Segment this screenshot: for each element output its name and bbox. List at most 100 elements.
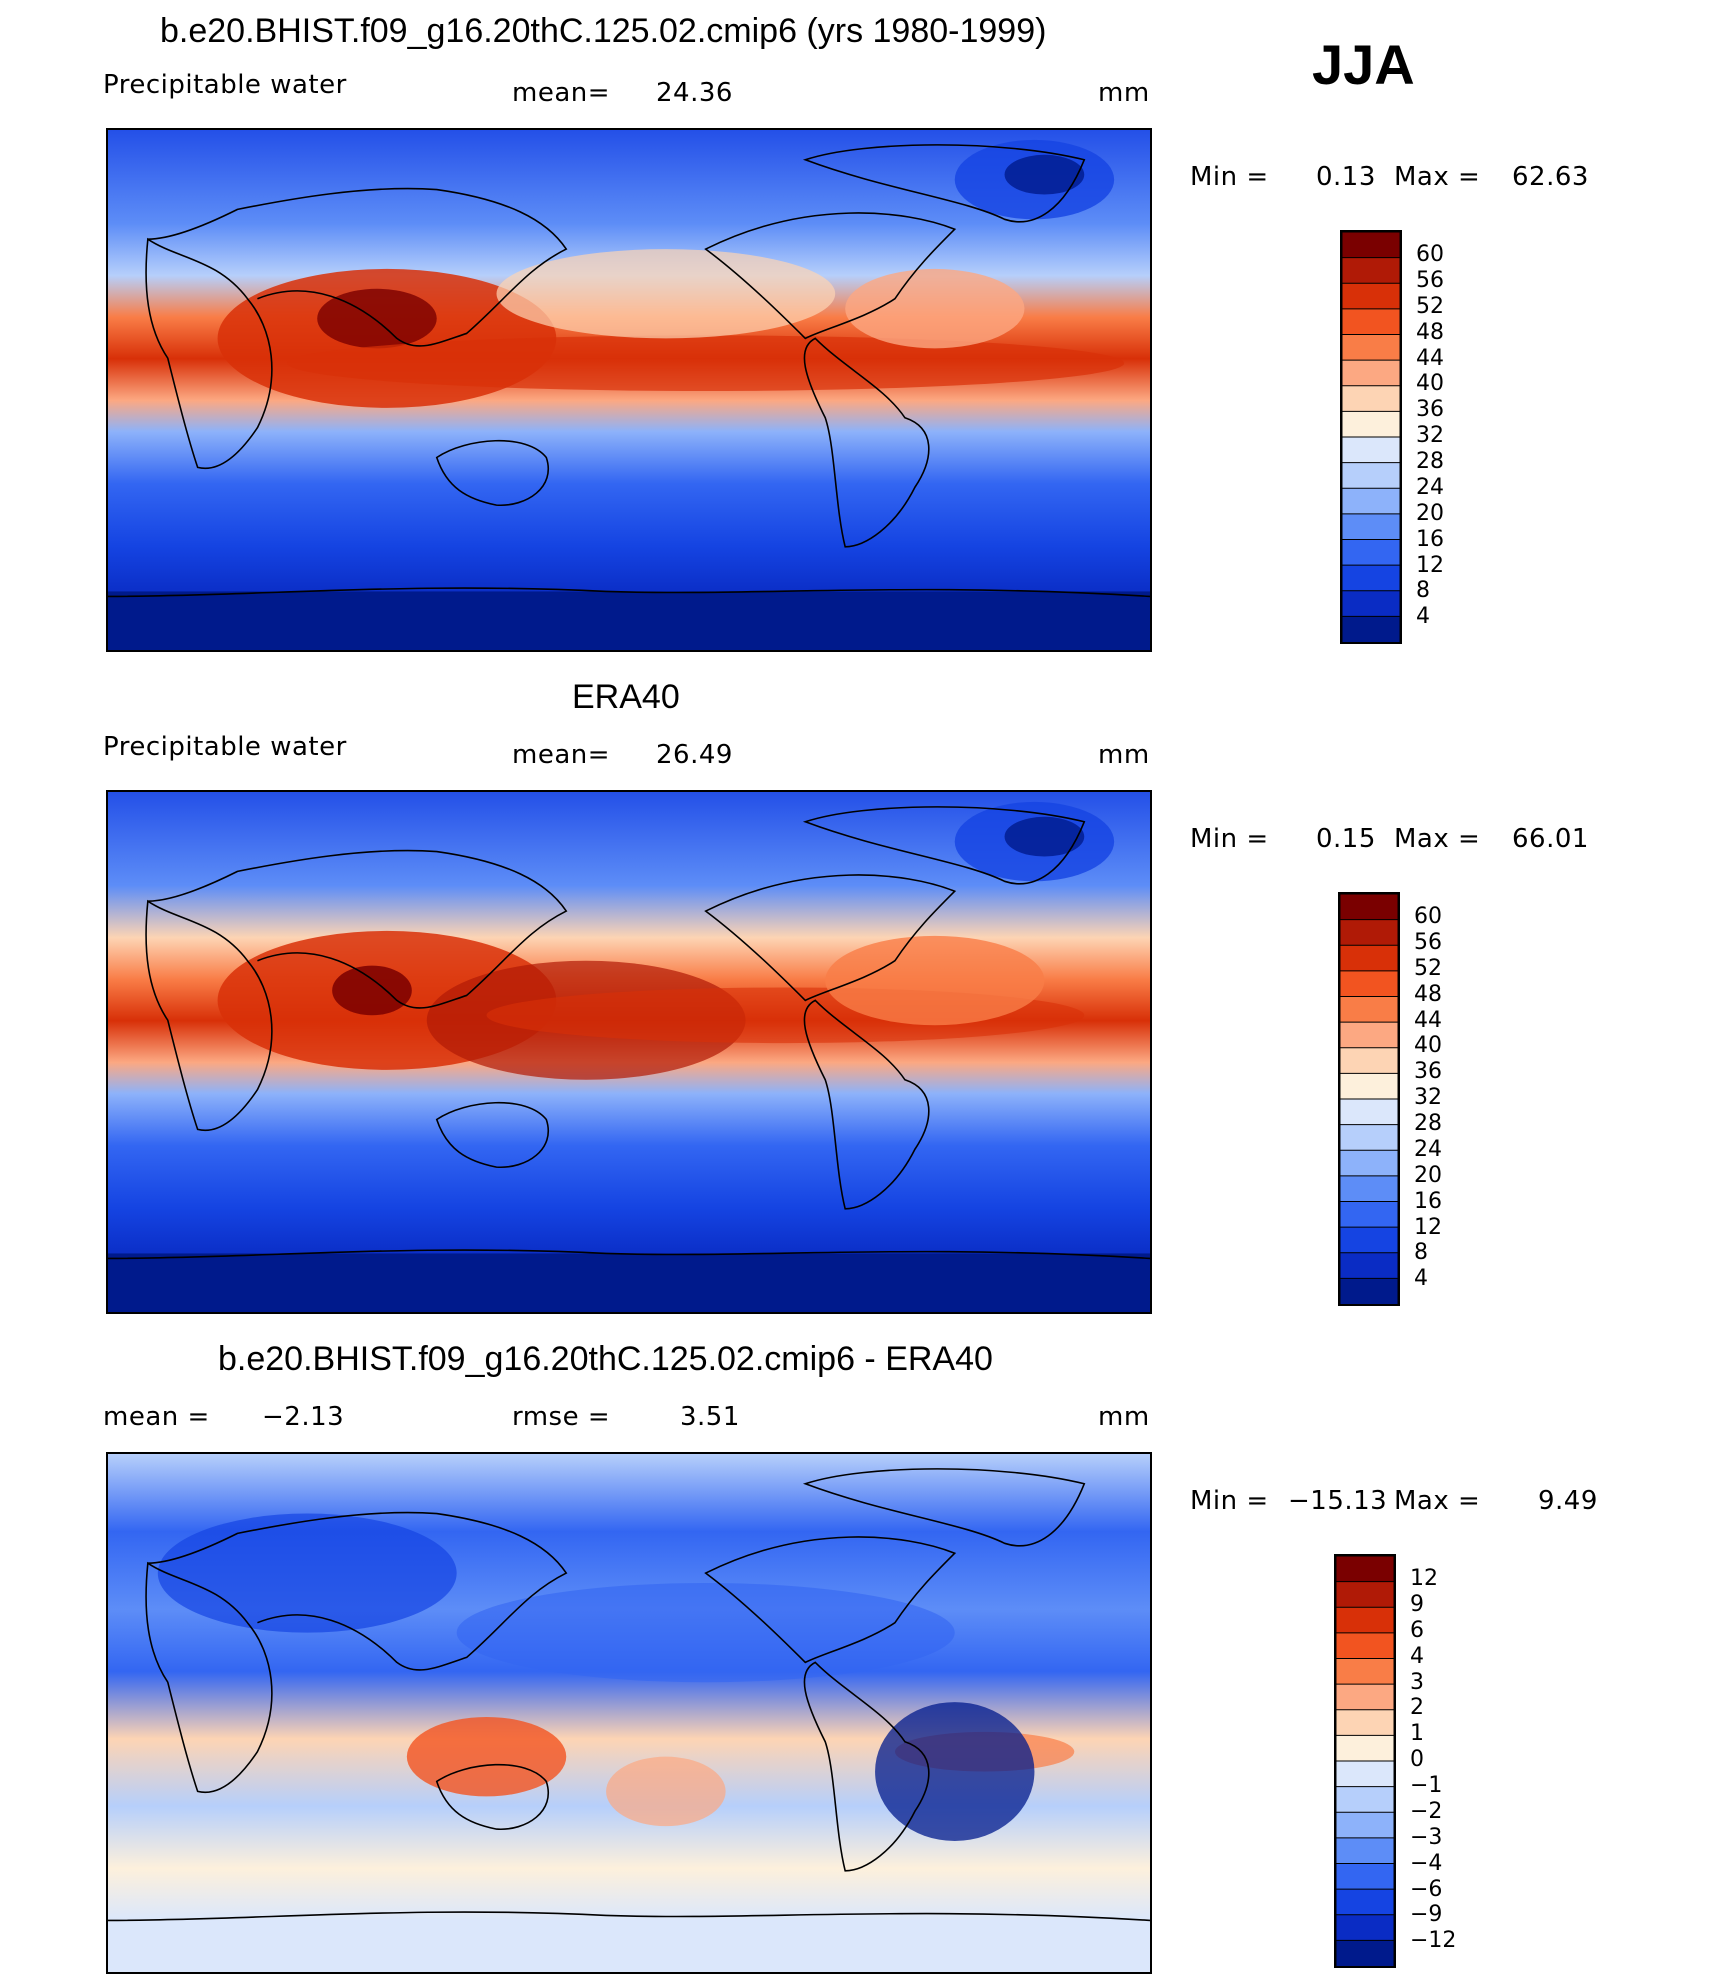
colorbar-swatch [1340,1021,1398,1049]
colorbar-tick-label: 28 [1414,1111,1442,1136]
panel3-map [106,1452,1152,1974]
colorbar-tick-label: −4 [1410,1850,1443,1876]
panel2-mean-value: 26.49 [656,740,733,770]
colorbar-tick-label: 36 [1414,1059,1442,1085]
colorbar-swatch [1340,1098,1398,1126]
colorbar-swatch [1340,1047,1398,1075]
panel1-colorbar [1340,230,1402,644]
panel1-mean-label: mean= [512,78,611,108]
colorbar-tick-label: 36 [1416,397,1444,423]
colorbar-tick-label: 32 [1416,423,1444,449]
colorbar-tick-label: 12 [1416,552,1444,578]
panel3-rmse-value: 3.51 [680,1402,740,1432]
panel1-mean-value: 24.36 [656,78,733,108]
colorbar-swatch [1340,1277,1398,1304]
panel1-min-label: Min = [1190,162,1269,192]
colorbar-tick-label: −12 [1410,1928,1457,1954]
colorbar-swatch [1340,1201,1398,1229]
colorbar-tick-label: 56 [1416,267,1444,293]
panel3-min-value: −15.13 [1288,1486,1388,1516]
colorbar-swatch [1336,1914,1394,1942]
colorbar-swatch [1340,894,1398,921]
colorbar-swatch [1342,257,1400,285]
panel1-title: b.e20.BHIST.f09_g16.20thC.125.02.cmip6 (… [160,12,1047,50]
panel3-units: mm [1098,1402,1150,1432]
colorbar-swatch [1336,1606,1394,1634]
colorbar-swatch [1342,513,1400,541]
colorbar-swatch [1342,282,1400,310]
panel3-colorbar [1334,1554,1396,1968]
colorbar-tick-label: 48 [1414,981,1442,1007]
panel1-min-value: 0.13 [1316,162,1376,192]
colorbar-swatch [1342,615,1400,642]
colorbar-tick-label: 60 [1416,242,1444,267]
colorbar-tick-label: 20 [1416,500,1444,526]
colorbar-swatch [1336,1939,1394,1966]
colorbar-swatch [1342,232,1400,259]
colorbar-tick-label: 56 [1414,929,1442,955]
colorbar-tick-label: 12 [1410,1566,1438,1591]
colorbar-swatch [1340,996,1398,1024]
colorbar-tick-label: −6 [1410,1876,1443,1902]
colorbar-tick-label: 4 [1416,604,1430,630]
colorbar-swatch [1336,1811,1394,1839]
colorbar-swatch [1340,970,1398,998]
colorbar-swatch [1342,308,1400,336]
colorbar-tick-label: 6 [1410,1617,1424,1643]
colorbar-swatch [1342,410,1400,438]
colorbar-swatch [1336,1683,1394,1711]
colorbar-tick-label: 48 [1416,319,1444,345]
colorbar-swatch [1340,1226,1398,1254]
panel2-units: mm [1098,740,1150,770]
panel3-mean-value: −2.13 [262,1402,345,1432]
colorbar-swatch [1342,385,1400,413]
colorbar-swatch [1336,1658,1394,1686]
colorbar-tick-label: 40 [1414,1033,1442,1059]
panel3-max-label: Max = [1394,1486,1481,1516]
panel2-mean-label: mean= [512,740,611,770]
colorbar-tick-label: 1 [1410,1721,1424,1747]
panel3-mean-label: mean = [103,1402,210,1432]
panel2-min-value: 0.15 [1316,824,1376,854]
colorbar-tick-label: 8 [1416,578,1430,604]
panel2-max-label: Max = [1394,824,1481,854]
panel1-units: mm [1098,78,1150,108]
panel2-max-value: 66.01 [1512,824,1589,854]
panel2-variable: Precipitable water [103,732,347,762]
colorbar-tick-label: 52 [1416,293,1444,319]
colorbar-swatch [1336,1837,1394,1865]
colorbar-swatch [1336,1760,1394,1788]
colorbar-tick-label: 2 [1410,1695,1424,1721]
colorbar-swatch [1342,590,1400,618]
colorbar-tick-label: 60 [1414,904,1442,929]
colorbar-swatch [1336,1734,1394,1762]
colorbar-swatch [1342,436,1400,464]
panel3-min-label: Min = [1190,1486,1269,1516]
colorbar-tick-label: 44 [1414,1007,1442,1033]
colorbar-swatch [1342,462,1400,490]
colorbar-tick-label: 28 [1416,449,1444,474]
panel3-max-value: 9.49 [1538,1486,1598,1516]
colorbar-swatch [1342,564,1400,592]
colorbar-swatch [1340,1175,1398,1203]
colorbar-tick-label: −1 [1410,1773,1443,1798]
colorbar-swatch [1340,944,1398,972]
colorbar-swatch [1342,539,1400,567]
colorbar-swatch [1336,1786,1394,1814]
panel3-title: b.e20.BHIST.f09_g16.20thC.125.02.cmip6 -… [218,1340,993,1378]
panel2-title: ERA40 [572,678,680,716]
colorbar-swatch [1336,1556,1394,1583]
colorbar-swatch [1336,1888,1394,1916]
colorbar-swatch [1340,1124,1398,1152]
colorbar-swatch [1336,1709,1394,1737]
colorbar-tick-label: −9 [1410,1902,1443,1928]
colorbar-tick-label: 4 [1414,1266,1428,1292]
colorbar-tick-label: −2 [1410,1798,1443,1824]
colorbar-swatch [1342,334,1400,362]
panel2-map [106,790,1152,1314]
colorbar-tick-label: 24 [1416,474,1444,500]
colorbar-swatch [1336,1581,1394,1609]
colorbar-tick-label: 24 [1414,1136,1442,1162]
panel1-map [106,128,1152,652]
colorbar-swatch [1340,1252,1398,1280]
